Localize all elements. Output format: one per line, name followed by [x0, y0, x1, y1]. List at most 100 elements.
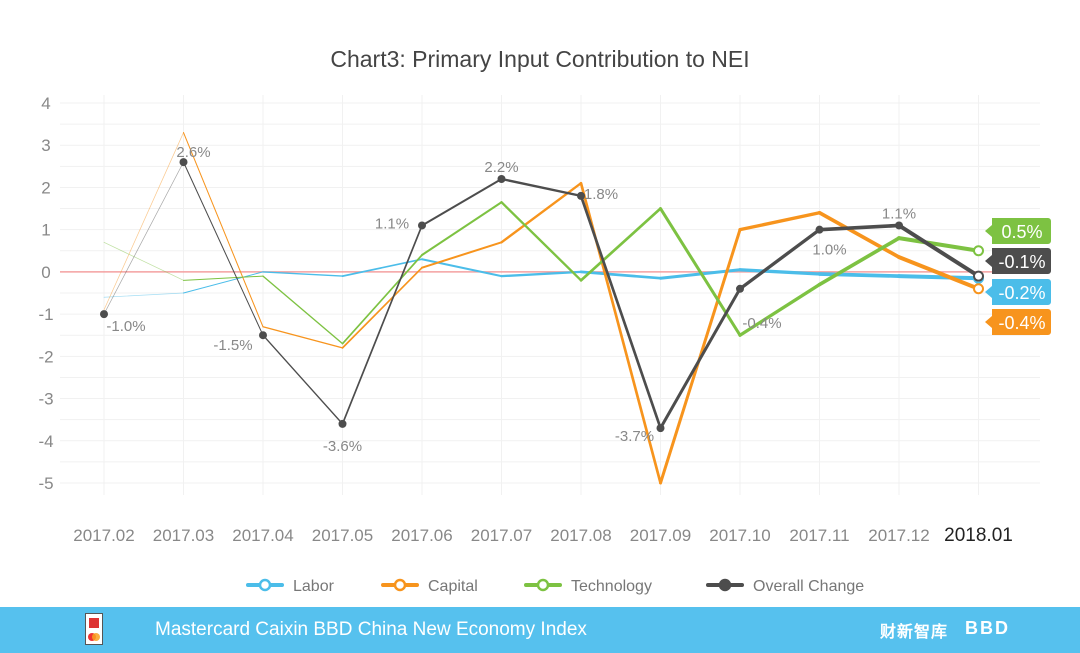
series-segment-overall-change [500, 177, 583, 198]
y-tick-label: 2 [41, 178, 50, 197]
legend-label: Labor [293, 578, 335, 595]
data-point [338, 419, 347, 428]
badge-label: -0.2% [998, 283, 1045, 303]
legend-marker [536, 578, 550, 592]
legend-label: Overall Change [753, 578, 864, 595]
data-point [815, 225, 824, 234]
data-point [656, 424, 665, 433]
data-point [736, 284, 744, 293]
x-tick-label: 2017.09 [630, 526, 691, 545]
series-segment-technology [420, 201, 503, 257]
data-label: 1.1% [375, 215, 409, 232]
data-label: -0.4% [742, 315, 781, 332]
end-value-badge: -0.2% [985, 279, 1051, 305]
series-segment-overall-change [103, 161, 184, 315]
series-segment-overall-change [658, 287, 742, 430]
badge-label: -0.4% [998, 313, 1045, 333]
series-segment-overall-change [182, 161, 264, 336]
data-point [100, 310, 108, 319]
footer-title: Mastercard Caixin BBD China New Economy … [155, 619, 587, 640]
x-tick-label: 2017.02 [73, 526, 134, 545]
x-tick-label: 2017.06 [391, 526, 452, 545]
legend-marker [393, 578, 407, 592]
series-segment-technology [897, 236, 981, 253]
series-segment-technology [500, 201, 583, 282]
series-segment-labor [182, 271, 264, 294]
y-tick-label: -1 [38, 305, 53, 324]
x-tick-label: 2017.07 [471, 526, 532, 545]
data-label: 2.2% [484, 159, 518, 176]
legend-label: Technology [571, 578, 652, 595]
series-segment-overall-change [420, 177, 503, 227]
series-segment-capital [103, 132, 184, 311]
chart-title: Chart3: Primary Input Contribution to NE… [330, 46, 749, 72]
series-segment-labor [817, 272, 901, 278]
series-segment-labor [341, 258, 423, 277]
series-segment-capital [817, 210, 901, 259]
badge-shape [985, 218, 1051, 244]
end-point [973, 270, 984, 282]
data-point [418, 221, 426, 230]
data-label: -3.6% [323, 438, 362, 455]
series-segment-labor [500, 270, 583, 278]
footer-banner: Mastercard Caixin BBD China New Economy … [0, 607, 1080, 653]
data-point [497, 175, 506, 183]
y-tick-label: 4 [41, 94, 50, 113]
series-segment-overall-change [817, 223, 901, 232]
end-value-badge: 0.5% [985, 218, 1051, 244]
series-segment-technology [738, 282, 822, 337]
series-segment-overall-change [341, 224, 423, 425]
series-segment-overall-change [897, 223, 981, 279]
badge-label: 0.5% [1001, 222, 1042, 242]
badge-label: -0.1% [998, 252, 1045, 272]
end-point [973, 283, 984, 295]
data-label: 1.8% [584, 186, 618, 203]
series-segment-labor [897, 274, 981, 281]
series-segment-technology [262, 275, 344, 345]
legend-marker [718, 578, 732, 592]
series-segment-technology [341, 254, 423, 345]
end-value-badge: -0.4% [985, 309, 1051, 335]
x-tick-label: 2017.04 [232, 526, 293, 545]
series-segment-capital [262, 326, 344, 349]
data-label: -1.0% [106, 318, 145, 335]
series-segment-labor [262, 271, 344, 277]
nei-logo [85, 613, 103, 645]
x-tick-label: 2017.10 [709, 526, 770, 545]
y-tick-label: -3 [38, 390, 53, 409]
data-label: 1.0% [812, 242, 846, 259]
series-segment-capital [420, 241, 503, 269]
series-segment-overall-change [579, 194, 662, 430]
badge-shape [985, 279, 1051, 305]
series-segment-overall-change [738, 227, 822, 291]
legend-label: Capital [428, 578, 478, 595]
x-tick-label: 2017.05 [312, 526, 373, 545]
series-segment-technology [579, 207, 662, 282]
y-tick-label: -4 [38, 432, 53, 451]
end-value-badge: -0.1% [985, 248, 1051, 274]
series-segment-capital [897, 255, 981, 291]
series-segment-capital [182, 132, 264, 328]
data-point [179, 158, 188, 167]
bbd-logo: BBD [965, 618, 1010, 638]
series-segment-technology [103, 241, 184, 281]
badge-shape [985, 248, 1051, 274]
data-point [895, 221, 903, 230]
x-tick-label: 2017.08 [550, 526, 611, 545]
series-segment-overall-change [262, 334, 344, 425]
data-point [577, 191, 585, 200]
y-tick-label: 1 [41, 221, 50, 240]
end-point [973, 245, 984, 257]
series-segment-labor [738, 268, 822, 276]
legend-item-overall-change: Overall Change [706, 578, 864, 595]
y-tick-label: -5 [38, 474, 53, 493]
data-point [259, 331, 267, 340]
x-tick-label: 2018.01 [944, 525, 1013, 546]
series-segment-technology [817, 236, 901, 287]
y-tick-label: 0 [41, 263, 50, 282]
series-segment-labor [103, 292, 184, 298]
series-segment-labor [579, 270, 662, 280]
series-segment-capital [341, 266, 423, 349]
series-segment-capital [738, 211, 822, 232]
y-tick-label: -2 [38, 347, 53, 366]
